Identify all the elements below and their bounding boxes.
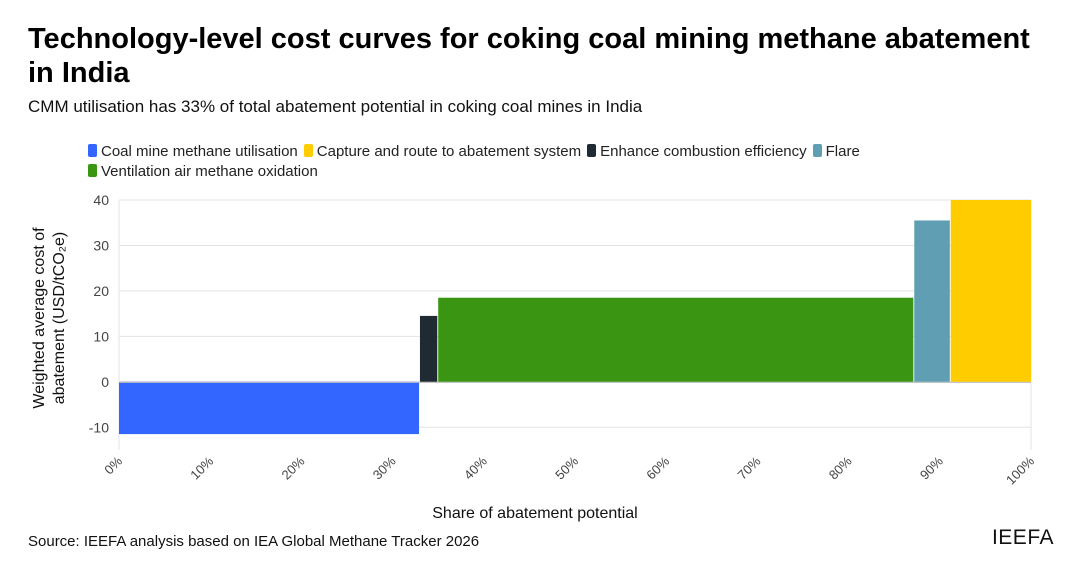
legend-label: Flare [825,143,860,160]
legend-item: Capture and route to abatement system [303,142,582,162]
bar-2 [419,315,438,382]
x-tick-label: 80% [826,453,855,482]
legend-swatch [812,144,822,157]
bar-1 [950,200,1031,382]
x-tick-label: 20% [279,453,308,482]
bar-0 [119,381,420,435]
legend-item: Enhance combustion efficiency [587,142,807,162]
y-tick-label: 0 [101,374,109,390]
chart-subtitle: CMM utilisation has 33% of total abateme… [28,97,643,116]
source-note: Source: IEEFA analysis based on IEA Glob… [28,533,480,550]
bar-3 [914,220,950,382]
x-tick-label: 40% [461,453,490,482]
x-axis-label: Share of abatement potential [432,505,637,522]
x-tick-label: 10% [187,453,216,482]
legend-label: Ventilation air methane oxidation [101,163,318,180]
legend-item: Coal mine methane utilisation [88,142,298,162]
y-tick-label: 10 [93,328,109,344]
legend-label: Enhance combustion efficiency [600,143,807,160]
y-tick-label: 40 [93,192,109,208]
brand-logo: IEEFA [991,526,1054,549]
x-tick-label: 0% [101,453,125,477]
legend-item: Ventilation air methane oxidation [88,162,318,182]
x-tick-label: 50% [552,453,581,482]
legend-label: Coal mine methane utilisation [101,143,298,160]
legend-label: Capture and route to abatement system [316,143,582,160]
x-tick-label: 70% [735,453,764,482]
y-tick-label: -10 [89,419,109,435]
y-tick-label: 20 [93,283,109,299]
bar-4 [438,297,914,382]
y-axis-label: abatement (USD/tCO₂e) [51,232,68,405]
x-tick-label: 90% [917,453,946,482]
y-tick-label: 30 [93,237,109,253]
legend: Coal mine methane utilisation Capture and… [88,142,988,182]
legend-swatch [88,144,97,157]
legend-swatch [88,164,97,177]
x-tick-label: 60% [643,453,672,482]
x-tick-label: 100% [1003,453,1037,487]
legend-item: Flare [812,142,860,162]
x-tick-label: 30% [370,453,399,482]
chart-title: Technology-level cost curves for coking … [28,23,1030,89]
legend-swatch [303,144,313,157]
y-axis-label: Weighted average cost of [31,227,48,409]
legend-swatch [587,144,597,157]
